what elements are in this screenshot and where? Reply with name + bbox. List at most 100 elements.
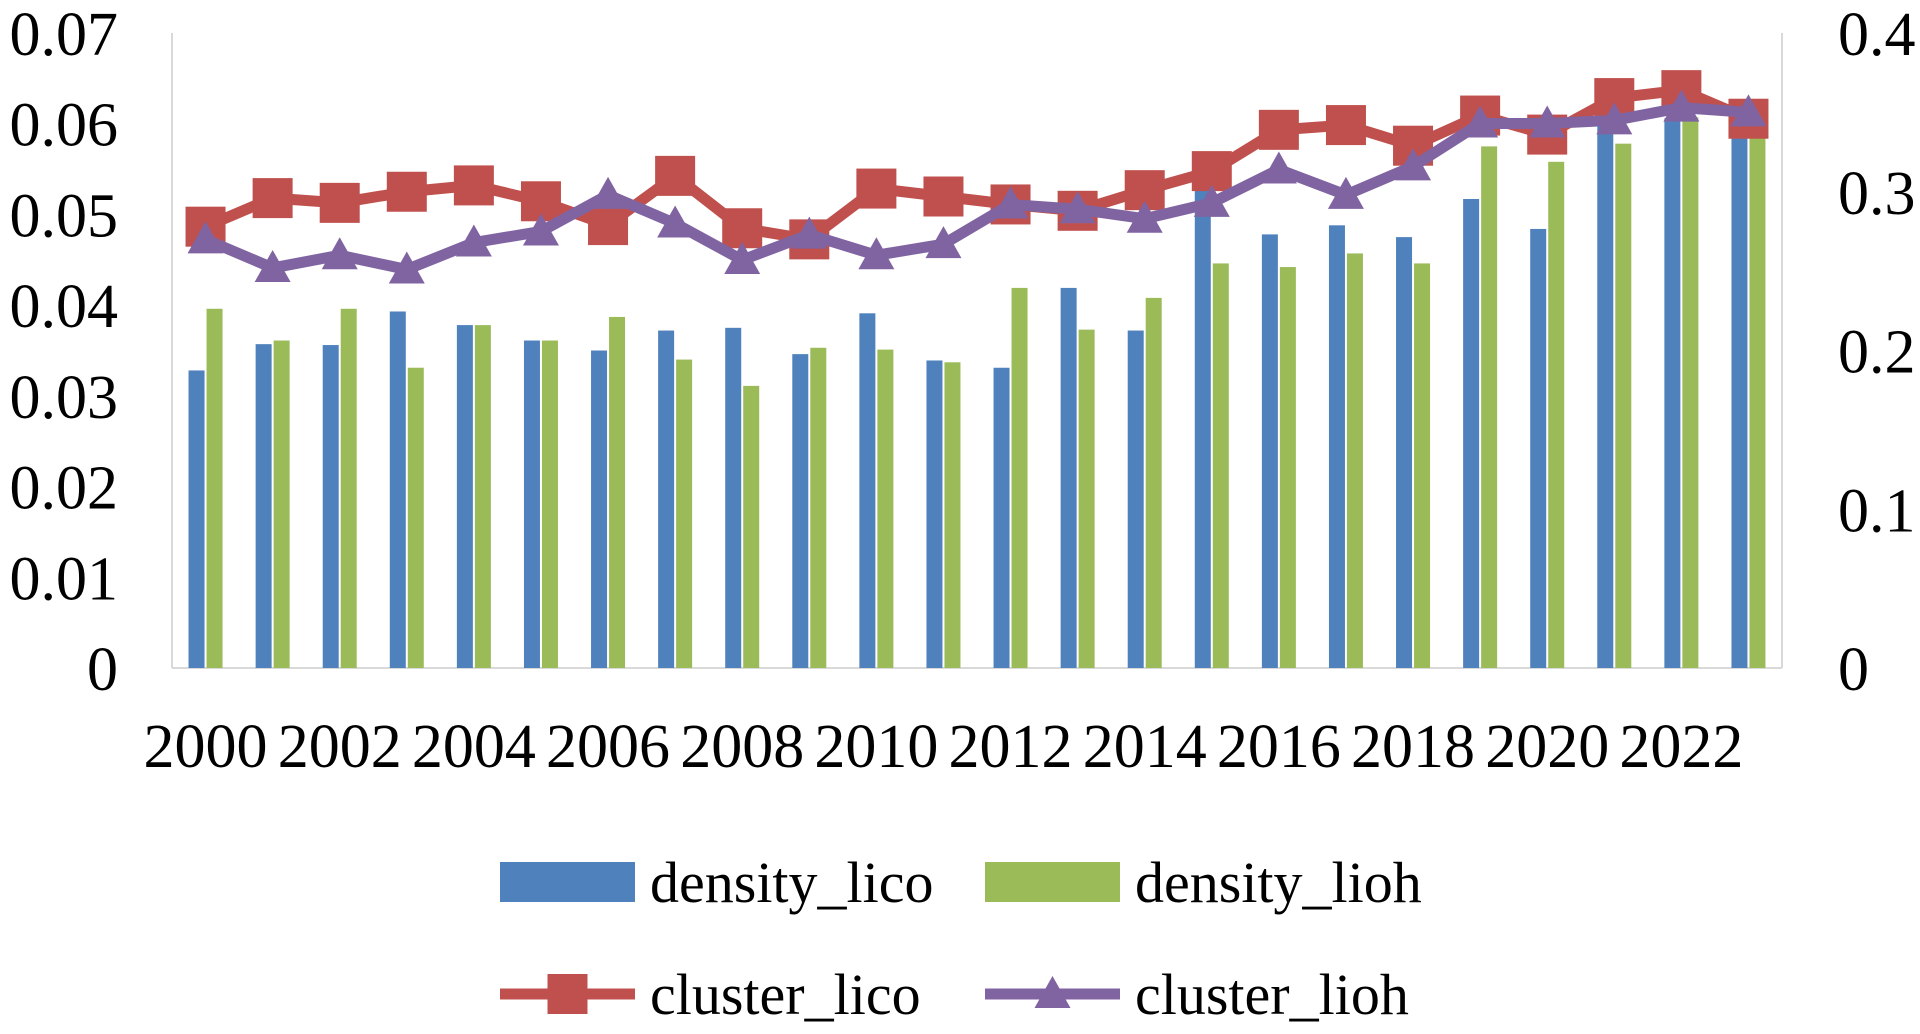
bar-density_lico (725, 327, 742, 668)
bar-density_lico (1597, 125, 1614, 669)
bar-density_lico (389, 311, 406, 668)
bar-density_lico (792, 354, 809, 668)
bar-density_lico (322, 345, 339, 668)
x-tick-label: 2016 (1217, 713, 1341, 781)
left-y-tick-label: 0.02 (10, 455, 119, 523)
bar-density_lico (658, 330, 675, 668)
marker-cluster_lioh (724, 242, 761, 275)
marker-cluster_lioh (858, 237, 895, 270)
line-cluster_lico (203, 84, 1751, 245)
bar-density_lioh (944, 362, 961, 668)
bar-density_lico (456, 325, 473, 668)
marker-cluster_lioh (455, 224, 492, 257)
legend-label-cluster_lioh: cluster_lioh (1135, 962, 1409, 1027)
bar-density_lico (1530, 228, 1547, 668)
bar-density_lico (1664, 118, 1681, 669)
marker-cluster_lico (588, 205, 629, 246)
x-tick-label: 2000 (144, 713, 268, 781)
bar-density_lico (1060, 287, 1077, 668)
bar-density_lico (1731, 100, 1748, 669)
x-tick-label: 2012 (949, 713, 1073, 781)
line-series (185, 70, 1769, 284)
legend-label-cluster_lico: cluster_lico (650, 962, 921, 1027)
marker-cluster_lioh (187, 221, 224, 254)
x-tick-label: 2008 (680, 713, 804, 781)
bar-density_lioh (1346, 253, 1363, 668)
marker-cluster_lioh (657, 205, 694, 238)
legend-swatch-density_lico (500, 862, 635, 902)
marker-cluster_lioh (1596, 102, 1633, 135)
marker-cluster_lioh (1059, 191, 1096, 224)
marker-cluster_lioh (1327, 176, 1364, 209)
bar-density_lico (1396, 237, 1413, 668)
bar-density_lioh (1212, 263, 1229, 668)
legend-label-density_lico: density_lico (650, 850, 934, 915)
bar-density_lioh (1749, 126, 1766, 668)
x-tick-label: 2022 (1619, 713, 1743, 781)
marker-cluster_lico (856, 168, 897, 209)
bar-density_lico (859, 313, 876, 668)
marker-cluster_lioh (1730, 94, 1767, 127)
bar-density_lioh (340, 308, 357, 668)
bar-density_lioh (1279, 267, 1296, 668)
bar-density_lioh (273, 340, 290, 668)
bar-density_lioh (1145, 297, 1162, 668)
bar-density_lico (1194, 186, 1211, 669)
right-y-tick-label: 0.1 (1838, 477, 1916, 545)
bar-series (188, 100, 1766, 669)
bar-density_lioh (1011, 287, 1028, 668)
bar-density_lioh (743, 385, 760, 668)
bar-density_lico (1328, 225, 1345, 669)
marker-cluster_lioh (388, 251, 425, 284)
marker-cluster_lico (453, 165, 494, 206)
x-tick-label: 2010 (814, 713, 938, 781)
left-y-tick-label: 0.04 (10, 273, 119, 341)
bar-density_lioh (1481, 146, 1498, 669)
x-axis: 2000 2002 2004 2006 2008 2010 2012 2014 2016 2018… (144, 713, 1744, 781)
bar-density_lioh (609, 316, 626, 668)
right-y-tick-label: 0.2 (1838, 319, 1916, 387)
left-y-tick-label: 0.06 (10, 92, 119, 160)
bar-density_lico (926, 360, 943, 668)
marker-cluster_lico (1191, 151, 1232, 192)
bar-density_lioh (1078, 329, 1095, 668)
marker-cluster_lioh (1663, 89, 1700, 122)
x-tick-label: 2020 (1485, 713, 1609, 781)
bar-density_lioh (810, 347, 827, 668)
marker-cluster_lioh (321, 237, 358, 270)
marker-cluster_lioh (590, 176, 627, 209)
legend-label-density_lioh: density_lioh (1135, 850, 1422, 915)
left-y-tick-label: 0.01 (10, 545, 119, 613)
marker-cluster_lioh (791, 216, 828, 249)
marker-cluster_lioh (1529, 105, 1566, 138)
plot-frame (171, 33, 1783, 669)
marker-cluster_lico (252, 178, 293, 219)
bar-density_lioh (1414, 263, 1431, 668)
bar-density_lioh (541, 340, 558, 668)
left-y-tick-label: 0.05 (10, 182, 119, 250)
marker-cluster_lioh (1260, 151, 1297, 184)
right-y-tick-label: 0.3 (1838, 160, 1916, 228)
bar-density_lioh (1548, 161, 1565, 669)
bar-density_lioh (1682, 117, 1699, 669)
legend-swatch-density_lioh (985, 862, 1120, 902)
bar-density_lico (255, 344, 272, 668)
bar-density_lico (188, 370, 205, 668)
marker-cluster_lioh (992, 186, 1029, 219)
marker-cluster_lioh (1395, 148, 1432, 181)
marker-cluster_lico (722, 208, 763, 249)
bar-density_lico (523, 340, 540, 668)
bar-density_lico (591, 350, 608, 668)
bar-density_lico (993, 367, 1010, 668)
legend: density_lico density_lioh cluster_lico clus… (500, 850, 1422, 1027)
bar-density_lioh (877, 349, 894, 668)
marker-cluster_lico (923, 176, 964, 217)
marker-cluster_lioh (1126, 200, 1163, 233)
bar-density_lioh (407, 367, 424, 668)
right-y-axis: 0 0.1 0.2 0.3 0.4 (1838, 1, 1916, 704)
marker-cluster_lioh (254, 249, 291, 282)
right-y-tick-label: 0 (1838, 636, 1869, 704)
legend-marker-cluster_lioh (1034, 976, 1071, 1008)
left-y-tick-label: 0 (87, 636, 118, 704)
